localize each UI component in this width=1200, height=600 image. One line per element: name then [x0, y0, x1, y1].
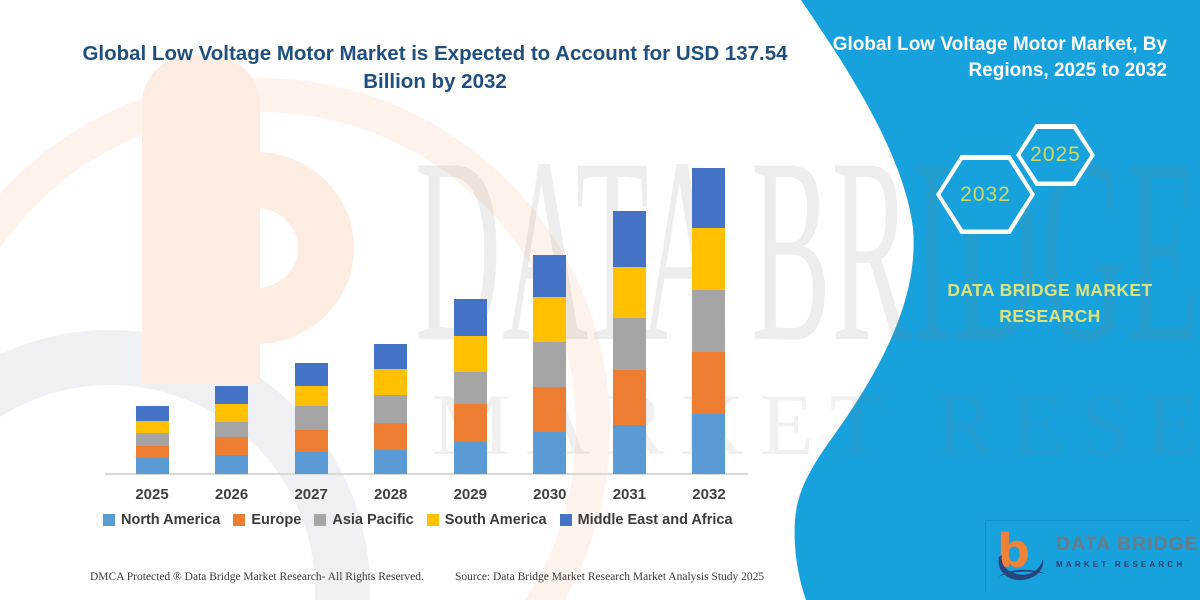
- legend-swatch-icon: [103, 514, 115, 526]
- panel-brand-text: DATA BRIDGE MARKET RESEARCH: [947, 280, 1153, 327]
- bar-segment-europe: [453, 404, 487, 443]
- bar-2032: [692, 167, 726, 474]
- bar-segment-north-america: [453, 442, 487, 474]
- bar-segment-south-america: [215, 403, 249, 423]
- bar-segment-north-america: [692, 413, 726, 474]
- x-axis-label-2029: 2029: [453, 486, 487, 503]
- bar-segment-south-america: [533, 296, 567, 342]
- hexagon-badge-2032: 2032: [936, 155, 1035, 234]
- bar-segment-south-america: [453, 335, 487, 372]
- bar-segment-middle-east-and-africa: [374, 344, 408, 370]
- bar-segment-asia-pacific: [692, 290, 726, 353]
- x-axis-label-2032: 2032: [692, 486, 726, 503]
- bar-segment-europe: [533, 387, 567, 433]
- bar-2027: [294, 362, 328, 474]
- bar-segment-north-america: [215, 454, 249, 474]
- hexagon-label-2032: 2032: [940, 159, 1031, 230]
- bar-segment-middle-east-and-africa: [533, 255, 567, 297]
- data-bridge-logo-icon: b: [997, 527, 1046, 581]
- bar-2025: [135, 406, 169, 474]
- legend-label: South America: [444, 512, 547, 528]
- bar-segment-asia-pacific: [135, 433, 169, 447]
- bar-segment-south-america: [612, 266, 646, 318]
- legend-swatch-icon: [559, 514, 572, 526]
- x-axis-label-2031: 2031: [612, 486, 647, 503]
- x-axis-label-2028: 2028: [374, 486, 408, 503]
- bar-segment-europe: [135, 446, 169, 459]
- company-logo-block: b DATA BRIDGE MARKET RESEARCH: [985, 520, 1198, 592]
- bar-segment-middle-east-and-africa: [294, 362, 328, 387]
- bar-segment-north-america: [294, 452, 328, 474]
- bar-segment-south-america: [135, 421, 169, 434]
- bar-segment-middle-east-and-africa: [612, 210, 646, 267]
- bar-segment-middle-east-and-africa: [692, 167, 726, 229]
- chart-title: Global Low Voltage Motor Market is Expec…: [82, 42, 788, 93]
- legend-swatch-icon: [314, 514, 327, 526]
- bar-segment-europe: [294, 429, 328, 453]
- legend-swatch-icon: [426, 514, 439, 526]
- bar-segment-asia-pacific: [374, 395, 408, 423]
- bar-segment-europe: [612, 370, 646, 425]
- bar-segment-asia-pacific: [215, 422, 249, 438]
- x-axis-label-2030: 2030: [533, 486, 567, 503]
- side-panel-heading: Global Low Voltage Motor Market, By Regi…: [832, 34, 1167, 81]
- bar-segment-middle-east-and-africa: [135, 406, 169, 422]
- bar-2029: [453, 299, 487, 474]
- bar-segment-middle-east-and-africa: [215, 386, 249, 404]
- x-axis-line: [105, 473, 748, 475]
- bar-2028: [374, 344, 408, 474]
- bar-2030: [533, 255, 567, 474]
- legend-item-north-america: North America: [103, 512, 220, 528]
- legend-label: Asia Pacific: [332, 512, 414, 528]
- bar-segment-south-america: [374, 369, 408, 396]
- footer-source-text: Source: Data Bridge Market Research Mark…: [455, 571, 765, 583]
- bar-segment-asia-pacific: [453, 371, 487, 405]
- bar-2026: [215, 386, 249, 474]
- bar-segment-europe: [692, 352, 726, 414]
- chart-legend: North America Europe Asia Pacific South Ame…: [103, 512, 733, 528]
- chart-plot-area: [105, 115, 748, 475]
- legend-item-middle-east-and-africa: Middle East and Africa: [559, 512, 733, 528]
- legend-label: Europe: [251, 512, 302, 528]
- legend-swatch-icon: [233, 514, 246, 526]
- bar-segment-asia-pacific: [533, 341, 567, 388]
- footer-dmca-text: DMCA Protected ® Data Bridge Market Rese…: [90, 571, 424, 583]
- x-axis-labels: 2025 2026 2027 2028 2029 2030 2031 2032: [105, 486, 748, 506]
- legend-label: Middle East and Africa: [577, 512, 733, 528]
- bar-segment-north-america: [612, 424, 646, 474]
- bar-segment-europe: [374, 422, 408, 450]
- bar-segment-europe: [215, 437, 249, 455]
- bar-segment-south-america: [692, 228, 726, 291]
- hexagon-badge-2025: 2025: [1016, 124, 1095, 186]
- bar-segment-middle-east-and-africa: [453, 299, 487, 336]
- bar-segment-north-america: [374, 449, 408, 474]
- x-axis-label-2025: 2025: [135, 486, 169, 503]
- bar-segment-south-america: [294, 386, 328, 407]
- legend-item-asia-pacific: Asia Pacific: [314, 512, 414, 528]
- logo-tagline-text: MARKET RESEARCH: [1056, 560, 1186, 569]
- legend-item-europe: Europe: [233, 512, 301, 528]
- legend-label: North America: [121, 512, 221, 528]
- bar-segment-asia-pacific: [294, 406, 328, 430]
- bar-segment-asia-pacific: [612, 317, 646, 371]
- bar-segment-north-america: [135, 458, 169, 474]
- x-axis-label-2027: 2027: [294, 486, 328, 503]
- logo-name-text: DATA BRIDGE: [1056, 533, 1199, 555]
- legend-item-south-america: South America: [426, 512, 547, 528]
- bar-2031: [612, 210, 646, 474]
- bar-segment-north-america: [533, 432, 567, 474]
- x-axis-label-2026: 2026: [214, 486, 249, 503]
